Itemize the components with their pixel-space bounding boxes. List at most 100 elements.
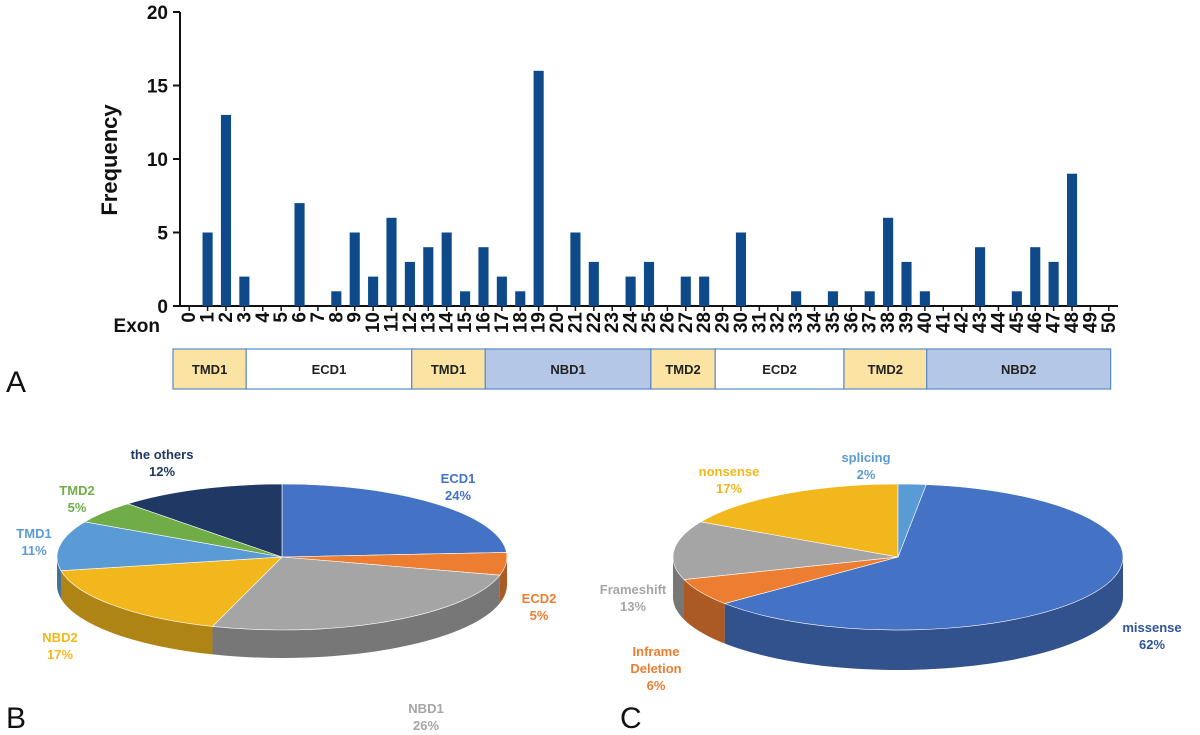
bar-exon-16 [478, 247, 489, 306]
bar-exon-13 [423, 247, 434, 306]
bar-exon-47 [1048, 261, 1059, 306]
bar-exon-38 [883, 217, 894, 306]
mutation-type-pie-chart: missense 62% Inframe Deletion 6% Frameshift 13… [600, 450, 1182, 693]
pie-slice-nbd1 [211, 556, 501, 631]
pie-label-name: nonsense [699, 464, 760, 479]
x-tick-label: 49 [1080, 312, 1101, 333]
pie-side-missense [724, 557, 1123, 670]
x-tick-label: 36 [841, 312, 862, 333]
pie-label-name: TMD2 [59, 483, 94, 498]
domain-label: NBD1 [550, 362, 585, 377]
x-tick-label: 13 [418, 312, 439, 333]
x-tick-label: 32 [768, 312, 789, 333]
pie-label-name: ECD2 [522, 591, 557, 606]
pie-slice-tmd1 [56, 521, 283, 571]
x-tick-label: 19 [529, 312, 550, 333]
bar-exon-33 [791, 291, 802, 306]
x-tick-label: 45 [1007, 312, 1028, 334]
pie-slice-nbd2 [60, 556, 283, 627]
x-tick-label: 22 [584, 312, 605, 333]
x-tick-label: 14 [437, 312, 458, 334]
x-tick-label: 18 [510, 312, 531, 333]
panel-letter-c: C [620, 702, 642, 735]
bar-exon-25 [643, 261, 655, 306]
x-tick-label: 10 [363, 312, 384, 333]
bar-exon-21 [570, 232, 581, 306]
x-tick-label: 0 [179, 312, 200, 323]
domain-label: TMD2 [868, 362, 903, 377]
x-tick-label: 3 [234, 312, 255, 323]
bar-exon-8 [331, 291, 342, 306]
pie-label-name: ECD1 [441, 471, 476, 486]
domain-label: TMD1 [431, 362, 466, 377]
x-tick-label: 5 [271, 312, 292, 323]
bar-exon-15 [460, 291, 471, 306]
pie-label-percent: 62% [1139, 637, 1165, 652]
bar-exon-35 [827, 291, 838, 306]
x-tick-label: 31 [749, 312, 770, 334]
domain-label: ECD2 [762, 362, 797, 377]
bar-exon-24 [625, 276, 636, 306]
bar-exon-12 [404, 261, 415, 306]
x-tick-label: 44 [988, 312, 1009, 334]
x-tick-label: 50 [1099, 312, 1120, 333]
bar-exon-45 [1011, 291, 1022, 306]
pie-side-ecd2 [499, 557, 507, 604]
pie-label-percent: 24% [445, 488, 471, 503]
bar-exon-46 [1030, 247, 1041, 306]
x-tick-label: 40 [915, 312, 936, 333]
bar-exon-40 [919, 291, 930, 306]
x-tick-label: 47 [1044, 312, 1065, 333]
bar-exon-11 [386, 217, 397, 306]
pie-slice-missense [723, 484, 1124, 631]
x-tick-label: 8 [326, 312, 347, 323]
pie-side-tmd1 [57, 557, 61, 599]
domain-segment-tmd2 [843, 348, 928, 390]
x-tick-label: 2 [216, 312, 237, 323]
domain-segment-nbd1 [484, 348, 652, 390]
pie-side-frameshift [673, 557, 685, 620]
x-tick-label: 28 [694, 312, 715, 333]
pie-label-percent: 17% [716, 481, 742, 496]
domain-segment-tmd1 [411, 348, 486, 390]
pie-label-percent: 12% [149, 464, 175, 479]
pie-label-name: NBD2 [42, 630, 77, 645]
pie-side-inframe-deletion [684, 579, 725, 644]
pie-label-percent: 2% [857, 467, 876, 482]
x-tick-label: 16 [473, 312, 494, 333]
pie-slice-frameshift [672, 521, 899, 580]
bar-exon-48 [1066, 173, 1078, 306]
x-tick-label: 37 [860, 312, 881, 333]
pie-label-name: the others [131, 447, 194, 462]
x-tick-label: 24 [621, 312, 642, 334]
protein-domain-bar: TMD1 ECD1 TMD1 NBD1 TMD2 ECD2 TMD2 NBD2 [172, 348, 1112, 390]
pie-slice-the-others [127, 483, 283, 558]
pie-label-name: Frameshift [600, 582, 667, 597]
x-tick-label: 27 [676, 312, 697, 333]
bar-exon-6 [294, 203, 305, 306]
y-tick-label: 20 [147, 3, 168, 24]
x-tick-label: 39 [896, 312, 917, 333]
x-tick-label: 42 [952, 312, 973, 333]
domain-label: TMD1 [192, 362, 227, 377]
pie-side-nbd1 [212, 575, 500, 658]
x-tick-label: 9 [345, 312, 366, 323]
bar-exon-30 [735, 232, 747, 306]
domain-label: ECD1 [312, 362, 347, 377]
pie-label-name: splicing [841, 450, 890, 465]
bar-exon-1 [202, 232, 213, 306]
bar-exon-37 [864, 291, 875, 306]
bar-exon-9 [349, 232, 360, 306]
domain-label: TMD2 [665, 362, 700, 377]
bar-exon-22 [588, 261, 599, 306]
domain-segment-ecd1 [245, 348, 413, 390]
x-tick-label: 1 [198, 312, 219, 323]
x-tick-label: 35 [823, 312, 844, 334]
pie-side-nbd2 [60, 570, 213, 655]
pie-slice-nonsense [699, 483, 899, 558]
x-tick-label: 34 [805, 312, 826, 334]
pie-label-name: TMD1 [16, 526, 51, 541]
bar-exon-17 [496, 276, 507, 306]
pie-label-percent: 13% [620, 599, 646, 614]
